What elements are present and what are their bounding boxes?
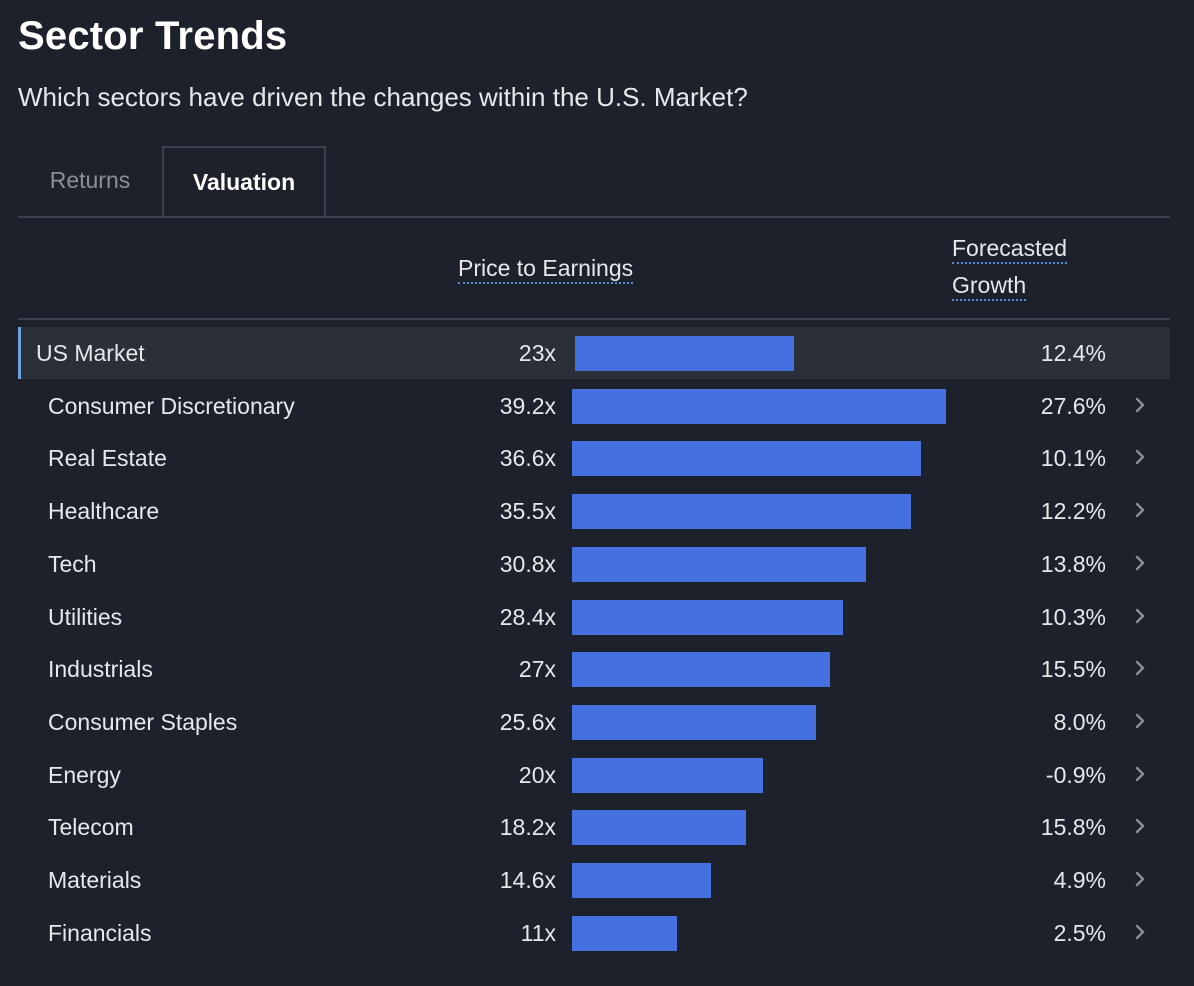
pe-value-label: 23x <box>518 340 556 366</box>
pe-value-label: 27x <box>518 656 556 683</box>
pe-bar <box>572 863 712 898</box>
chevron-right-icon[interactable] <box>1134 818 1146 834</box>
sector-row[interactable]: Financials 11x 2.5% <box>18 907 1170 959</box>
price-to-earnings-label: Price to Earnings <box>458 255 634 284</box>
sector-row[interactable]: Tech 30.8x 13.8% <box>18 538 1170 590</box>
sector-row[interactable]: Consumer Discretionary 39.2x 27.6% <box>18 380 1170 432</box>
growth-value-label: 12.2% <box>1040 498 1106 525</box>
forecasted-growth-label-line2: Growth <box>952 272 1027 301</box>
sector-row[interactable]: Materials 14.6x 4.9% <box>18 854 1170 906</box>
market-row: US Market 23x 12.4% <box>18 327 1170 379</box>
pe-bar <box>572 652 830 688</box>
price-to-earnings-header[interactable]: Price to Earnings <box>458 250 634 287</box>
pe-value-label: 11x <box>520 919 556 946</box>
sector-row[interactable]: Healthcare 35.5x 12.2% <box>18 485 1170 537</box>
chevron-right-icon[interactable] <box>1134 555 1146 571</box>
pe-value-label: 30.8x <box>499 550 556 577</box>
growth-value-label: 4.9% <box>1053 867 1106 893</box>
pe-value-label: 36.6x <box>499 445 556 472</box>
pe-bar <box>572 599 843 635</box>
pe-value-label: 35.5x <box>499 498 556 525</box>
sector-row[interactable]: Real Estate 36.6x 10.1% <box>18 432 1170 484</box>
sector-name: Utilities <box>48 603 123 630</box>
page-title: Sector Trends <box>18 14 288 58</box>
pe-value-label: 39.2x <box>499 392 556 419</box>
sector-name: Industrials <box>48 656 153 683</box>
chevron-right-icon[interactable] <box>1134 608 1146 624</box>
growth-value-label: 8.0% <box>1053 708 1106 735</box>
growth-value-label: -0.9% <box>1045 761 1106 788</box>
pe-bar <box>572 388 946 424</box>
growth-value-label: 27.6% <box>1040 392 1106 419</box>
sector-row[interactable]: Consumer Staples 25.6x 8.0% <box>18 696 1170 748</box>
chevron-right-icon[interactable] <box>1134 449 1146 465</box>
chevron-right-icon[interactable] <box>1134 871 1146 887</box>
pe-bar <box>572 441 922 477</box>
pe-value-label: 14.6x <box>499 867 556 893</box>
sector-name: Tech <box>48 550 97 577</box>
growth-value-label: 12.4% <box>1040 340 1106 366</box>
chevron-right-icon[interactable] <box>1134 502 1146 518</box>
forecasted-growth-label-line1: Forecasted <box>952 235 1068 264</box>
pe-bar <box>572 546 866 582</box>
tab-valuation[interactable]: Valuation <box>162 146 326 216</box>
growth-value-label: 15.5% <box>1040 656 1106 683</box>
tab-bar: Returns Valuation <box>18 146 1170 218</box>
page-subtitle: Which sectors have driven the changes wi… <box>18 82 748 112</box>
sector-row[interactable]: Energy 20x -0.9% <box>18 749 1170 801</box>
growth-value-label: 13.8% <box>1040 550 1106 577</box>
tab-returns[interactable]: Returns <box>49 167 131 193</box>
pe-bar <box>575 336 795 371</box>
growth-value-label: 10.3% <box>1040 603 1106 630</box>
sector-name: Telecom <box>48 814 134 841</box>
sector-row[interactable]: Utilities 28.4x 10.3% <box>18 591 1170 643</box>
sector-name: Energy <box>48 761 121 788</box>
growth-value-label: 2.5% <box>1053 919 1106 946</box>
chevron-right-icon[interactable] <box>1134 766 1146 782</box>
chevron-right-icon[interactable] <box>1134 924 1146 940</box>
header-divider <box>18 318 1170 320</box>
chevron-right-icon[interactable] <box>1134 397 1146 413</box>
chevron-right-icon[interactable] <box>1134 713 1146 729</box>
pe-bar <box>572 915 677 951</box>
pe-value-label: 18.2x <box>499 814 556 841</box>
pe-bar <box>572 810 746 846</box>
sector-name: Real Estate <box>48 445 167 472</box>
growth-value-label: 10.1% <box>1040 445 1106 472</box>
forecasted-growth-header[interactable]: Forecasted Growth <box>952 230 1068 304</box>
pe-value-label: 25.6x <box>499 708 556 735</box>
pe-bar <box>572 757 763 793</box>
sector-name: Materials <box>48 867 142 893</box>
sector-name: Consumer Staples <box>48 708 238 735</box>
growth-value-label: 15.8% <box>1040 814 1106 841</box>
sector-name: Financials <box>48 919 152 946</box>
sector-row[interactable]: Industrials 27x 15.5% <box>18 643 1170 695</box>
sector-name: Consumer Discretionary <box>48 392 295 419</box>
sector-row[interactable]: Telecom 18.2x 15.8% <box>18 801 1170 853</box>
sector-name: US Market <box>36 340 145 366</box>
pe-value-label: 20x <box>518 761 556 788</box>
sector-name: Healthcare <box>48 498 160 525</box>
chevron-right-icon[interactable] <box>1134 660 1146 676</box>
pe-bar <box>572 494 911 530</box>
pe-bar <box>572 704 817 740</box>
pe-value-label: 28.4x <box>499 603 556 630</box>
